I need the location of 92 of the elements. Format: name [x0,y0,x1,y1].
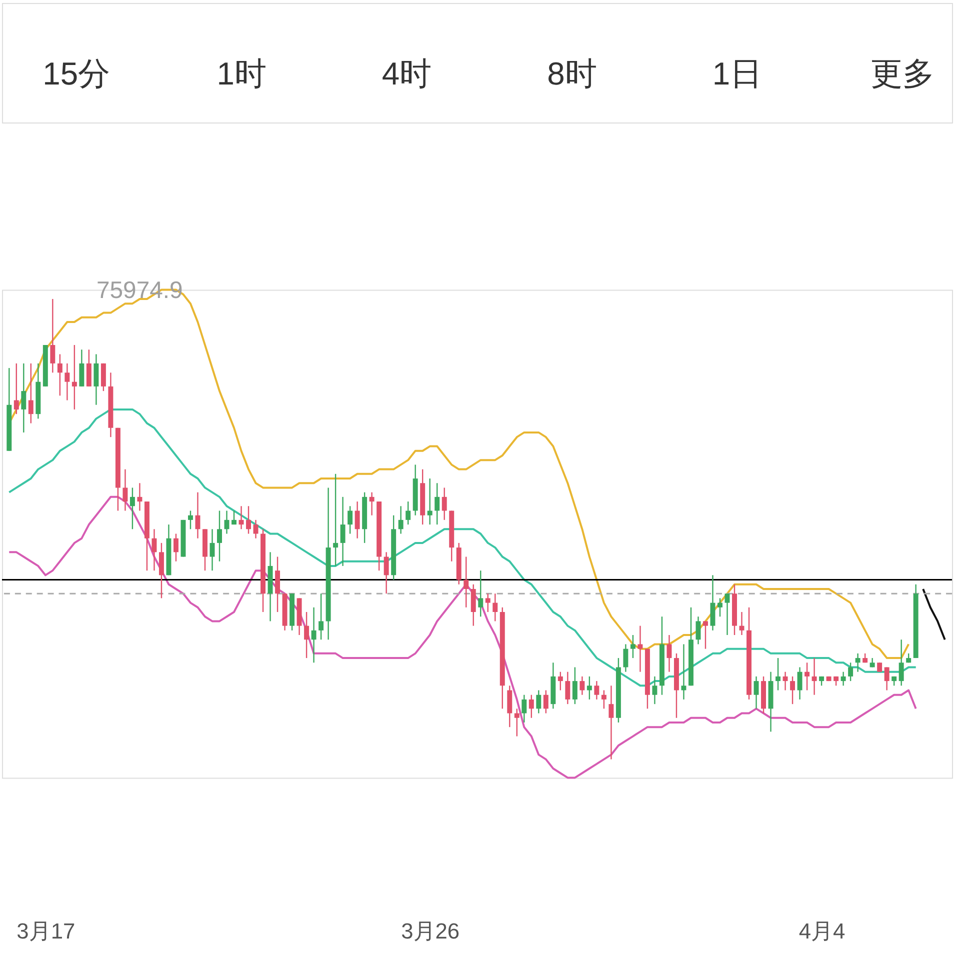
candlestick [840,671,846,686]
candlestick [253,519,258,539]
x-tick-label: 3月17 [16,918,76,944]
candlestick [812,657,817,696]
candlestick [565,671,570,705]
candlestick [369,492,374,516]
candlestick [434,482,440,526]
candlestick [275,556,280,613]
candlestick [21,362,26,434]
candlestick [790,676,796,705]
candlestick [57,354,62,396]
text: 4时 [382,56,432,92]
candlestick [884,666,890,691]
candlestick [776,657,781,691]
candlestick [232,510,236,526]
candlestick [86,349,92,388]
candlestick [558,671,563,691]
candlestick [652,676,658,705]
candlestick [681,644,686,700]
candlestick [754,676,759,710]
candlestick [522,694,527,724]
candlestick [100,362,106,392]
candlestick [354,500,360,539]
candlestick [217,510,222,562]
candlestick [898,639,904,686]
candlestick [79,349,84,388]
candlestick [572,666,578,705]
text: 8时 [547,56,597,92]
candlestick [623,644,628,672]
candlestick [158,542,164,599]
candlestick [311,606,316,664]
text: 15分 [42,56,110,92]
candlestick [877,662,882,672]
candlestick [666,634,672,672]
candlestick [718,598,722,618]
candlestick [384,552,389,594]
candlestick [318,592,324,640]
candlestick [14,362,19,415]
candlestick [137,482,142,512]
candlestick [398,506,404,534]
candlestick [340,496,346,567]
candlestick [464,556,469,608]
candlestick [702,620,708,650]
candlestick [855,652,860,672]
candlestick [406,500,411,526]
text: 更多 [870,56,934,92]
candlestick [507,685,512,728]
candlestick [478,570,484,618]
x-tick-label: 3月26 [401,918,460,944]
candlestick [28,362,34,424]
candlestick [580,676,585,696]
candlestick [333,473,338,567]
candlestick [122,468,128,512]
candlestick [543,690,548,714]
candlestick [797,666,802,700]
text: 1日 [712,56,762,92]
candlestick [152,528,157,572]
candlestick [470,584,476,626]
candlestick [594,680,600,700]
candlestick [195,492,200,539]
candlestick [188,510,193,530]
candlestick [601,690,606,710]
candlestick [94,354,99,406]
candlestick [608,685,614,760]
candlestick [210,528,215,572]
candlestick [782,671,788,691]
candlestick [304,611,310,659]
candlestick [246,506,252,534]
candlestick [72,344,77,410]
candlestick [492,592,498,622]
text: 1时 [216,56,266,92]
candlestick [724,592,730,636]
candlestick [710,574,716,632]
candlestick [630,634,636,659]
candlestick [528,694,534,718]
candlestick [848,662,854,682]
candlestick [804,662,810,691]
candlestick [485,592,490,613]
annotation: 75974.9 [96,276,183,304]
candlestick [442,487,447,521]
candlestick [696,616,701,645]
candlestick [536,690,542,714]
candlestick [64,362,70,401]
candlestick [427,478,432,526]
x-tick-label: 4月4 [798,918,846,944]
candlestick [130,487,135,530]
candlestick [50,298,56,374]
candlestick [173,533,178,562]
candlestick [638,625,643,672]
candlestick [586,676,592,700]
candlestick [514,708,520,737]
candlestick [348,506,353,534]
